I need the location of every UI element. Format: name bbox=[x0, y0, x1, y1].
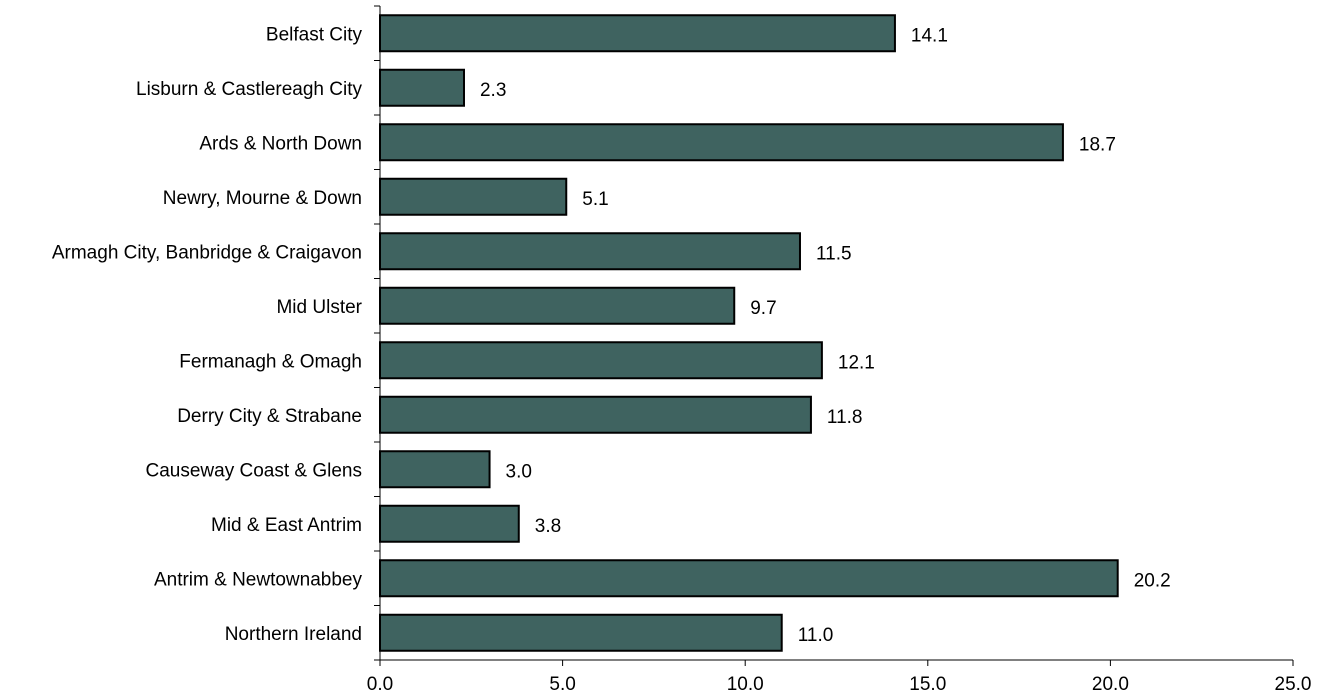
category-label-northern-ireland: Northern Ireland bbox=[225, 624, 362, 645]
bars-layer bbox=[379, 14, 1119, 652]
value-label-fermanagh-and-omagh: 12.1 bbox=[838, 352, 875, 373]
category-label-newry-mourne-and-down: Newry, Mourne & Down bbox=[163, 188, 362, 209]
value-label-mid-ulster: 9.7 bbox=[750, 298, 776, 319]
value-label-lisburn-and-castlereagh-city: 2.3 bbox=[480, 80, 506, 101]
value-label-armagh-city-banbridge-and-craigavon: 11.5 bbox=[816, 243, 852, 264]
x-tick-label-20: 20.0 bbox=[1092, 674, 1129, 695]
x-tick-label-25: 25.0 bbox=[1275, 674, 1312, 695]
value-label-mid-and-east-antrim: 3.8 bbox=[535, 516, 561, 537]
category-label-mid-and-east-antrim: Mid & East Antrim bbox=[211, 515, 362, 536]
category-label-fermanagh-and-omagh: Fermanagh & Omagh bbox=[179, 351, 362, 372]
value-label-causeway-coast-and-glens: 3.0 bbox=[506, 461, 532, 482]
bar-antrim-and-newtownabbey bbox=[379, 559, 1119, 598]
bar-mid-and-east-antrim bbox=[379, 504, 520, 543]
bar-newry-mourne-and-down bbox=[379, 177, 568, 216]
bar-derry-city-and-strabane bbox=[379, 395, 812, 434]
category-label-mid-ulster: Mid Ulster bbox=[276, 297, 362, 318]
bar-armagh-city-banbridge-and-craigavon bbox=[379, 232, 801, 271]
bar-causeway-coast-and-glens bbox=[379, 450, 491, 489]
x-tick-label-0: 0.0 bbox=[367, 674, 393, 695]
value-label-derry-city-and-strabane: 11.8 bbox=[827, 407, 863, 428]
category-label-causeway-coast-and-glens: Causeway Coast & Glens bbox=[146, 460, 363, 481]
value-label-northern-ireland: 11.0 bbox=[798, 625, 834, 646]
value-label-ards-and-north-down: 18.7 bbox=[1079, 134, 1116, 155]
x-tick-label-5: 5.0 bbox=[549, 674, 575, 695]
bar-mid-ulster bbox=[379, 286, 736, 325]
category-label-antrim-and-newtownabbey: Antrim & Newtownabbey bbox=[154, 569, 363, 590]
category-label-lisburn-and-castlereagh-city: Lisburn & Castlereagh City bbox=[136, 79, 362, 100]
category-label-derry-city-and-strabane: Derry City & Strabane bbox=[177, 406, 362, 427]
bar-belfast-city bbox=[379, 14, 896, 53]
category-label-armagh-city-banbridge-and-craigavon: Armagh City, Banbridge & Craigavon bbox=[52, 242, 362, 263]
labels-layer: Belfast City 14.1 Lisburn & Castlereagh Ci… bbox=[52, 24, 1312, 695]
category-label-belfast-city: Belfast City bbox=[266, 24, 363, 45]
value-label-belfast-city: 14.1 bbox=[911, 25, 948, 46]
axis-layer bbox=[374, 5, 1294, 666]
value-label-antrim-and-newtownabbey: 20.2 bbox=[1134, 570, 1171, 591]
x-tick-label-15: 15.0 bbox=[909, 674, 946, 695]
value-label-newry-mourne-and-down: 5.1 bbox=[582, 189, 608, 210]
bar-ards-and-north-down bbox=[379, 123, 1064, 162]
category-label-ards-and-north-down: Ards & North Down bbox=[199, 133, 362, 154]
bar-fermanagh-and-omagh bbox=[379, 341, 823, 380]
bar-lisburn-and-castlereagh-city bbox=[379, 68, 465, 107]
x-tick-label-10: 10.0 bbox=[727, 674, 764, 695]
bar-northern-ireland bbox=[379, 613, 783, 652]
